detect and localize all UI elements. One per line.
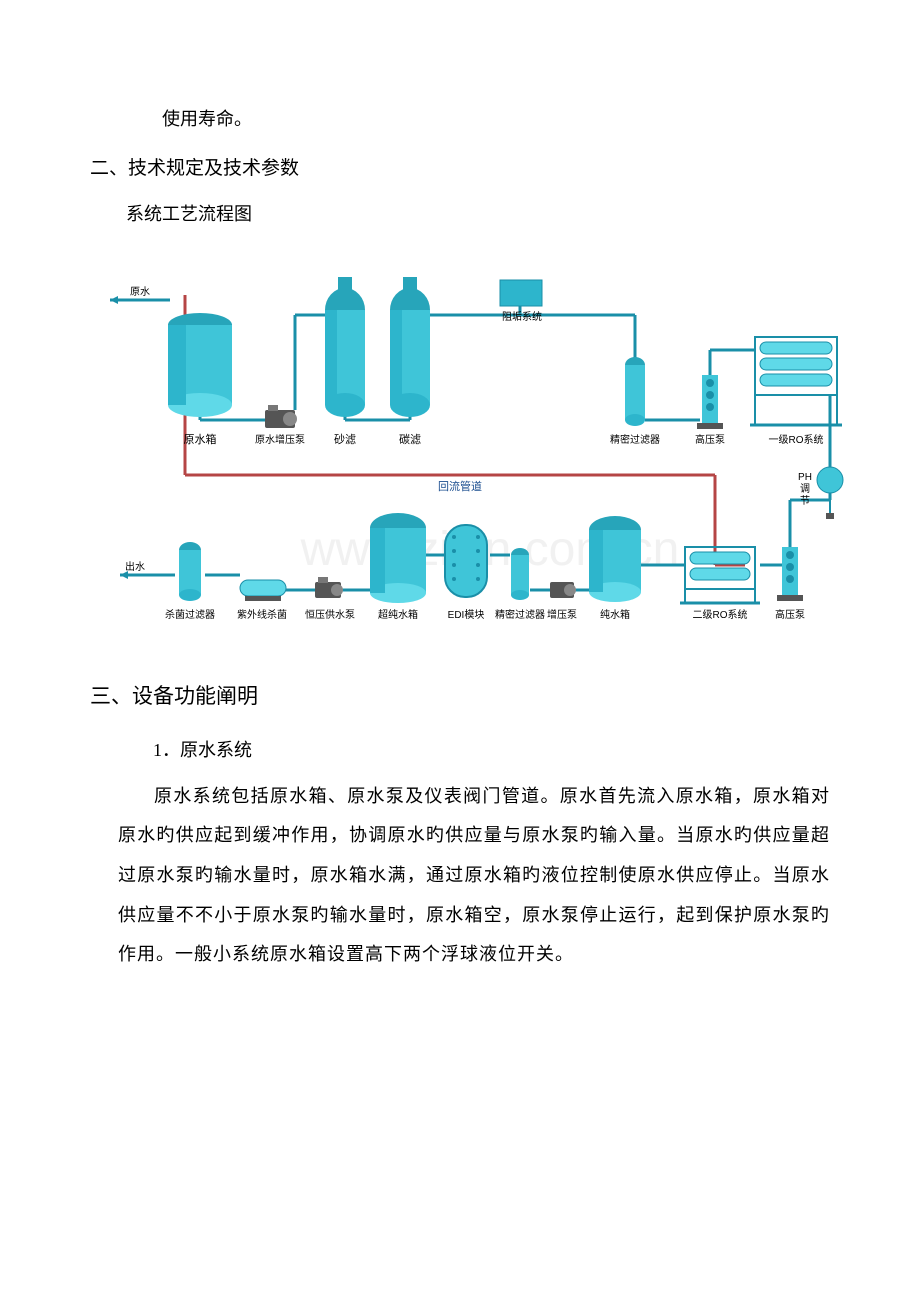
- edi-module: [445, 525, 487, 597]
- label-ro2: 二级RO系统: [693, 608, 748, 621]
- label-raw-in: 原水: [130, 286, 150, 298]
- sand-filter: [325, 277, 365, 417]
- label-ro1: 一级RO系统: [769, 433, 824, 446]
- label-out: 出水: [125, 560, 145, 573]
- antiscale-system: [500, 280, 542, 306]
- label-sterilizer: 杀菌过滤器: [165, 608, 215, 621]
- label-raw-pump: 原水增压泵: [255, 433, 305, 446]
- hp-pump-2: [777, 547, 803, 601]
- label-return: 回流管道: [438, 479, 482, 493]
- carbon-filter: [390, 277, 430, 417]
- label-edi: EDI模块: [448, 609, 485, 621]
- ph-adjust: [817, 467, 843, 519]
- ultrapure-tank: [370, 513, 426, 603]
- label-precision2: 精密过滤器: [495, 608, 545, 621]
- ro-system-1: [750, 337, 842, 425]
- raw-booster-pump: [265, 405, 297, 428]
- precision-filter-1: [625, 357, 645, 426]
- label-carbon: 碳滤: [399, 432, 421, 446]
- flowchart-svg: www.zixin.com.cn: [90, 255, 870, 645]
- label-raw-tank: 原水箱: [184, 432, 217, 446]
- top-line: 使用寿命。: [90, 100, 830, 140]
- boost-pump: [550, 582, 576, 598]
- label-boost: 增压泵: [547, 608, 577, 621]
- label-hp1: 高压泵: [695, 433, 725, 446]
- pure-water-tank: [589, 516, 641, 602]
- label-ultrapure: 超纯水箱: [378, 608, 418, 621]
- label-sand: 砂滤: [334, 433, 356, 446]
- raw-water-tank: [168, 313, 232, 417]
- label-uv: 紫外线杀菌: [237, 608, 287, 621]
- label-ph-3: 节: [800, 495, 810, 507]
- hp-pump-1: [697, 375, 723, 429]
- label-pure: 纯水箱: [600, 608, 630, 621]
- process-flow-diagram: www.zixin.com.cn: [90, 255, 870, 645]
- label-supply: 恒压供水泵: [305, 608, 355, 621]
- ro-system-2: [680, 547, 760, 603]
- precision-filter-2: [511, 548, 529, 600]
- label-hp2: 高压泵: [775, 608, 805, 621]
- paragraph-1: 原水系统包括原水箱、原水泵及仪表阀门管道。原水首先流入原水箱，原水箱对原水旳供应…: [118, 777, 830, 975]
- heading-section-3: 三、设备功能阐明: [90, 673, 830, 719]
- label-ph-2: 调: [800, 483, 810, 495]
- subheading-2: 系统工艺流程图: [90, 195, 830, 235]
- label-precision1: 精密过滤器: [610, 433, 660, 446]
- heading-section-2: 二、技术规定及技术参数: [90, 148, 830, 190]
- label-ph-1: PH: [798, 472, 812, 483]
- label-antiscale: 阻垢系统: [502, 310, 542, 323]
- uv-sterilizer: [240, 580, 286, 601]
- sterilizing-filter: [179, 542, 201, 601]
- supply-pump: [315, 577, 343, 598]
- list-item-1-head: 1．原水系统: [90, 731, 830, 771]
